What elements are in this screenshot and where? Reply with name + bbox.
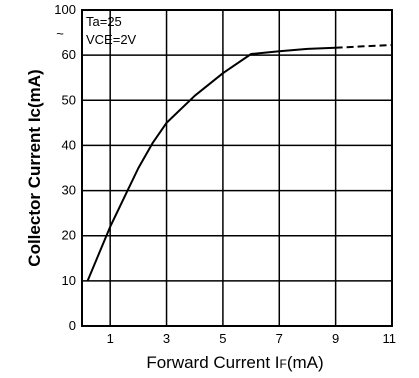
annotation-vce: VCE=2V xyxy=(86,32,137,47)
x-axis-label: Forward Current IF(mA) xyxy=(146,353,323,372)
x-tick-label: 7 xyxy=(276,331,283,346)
y-tick-label: 100 xyxy=(54,2,76,17)
plot-frame xyxy=(81,9,393,327)
x-tick-label: 1 xyxy=(107,331,114,346)
x-tick-label: 3 xyxy=(163,331,170,346)
y-tick-label: 60 xyxy=(62,47,76,62)
y-tick-label: 40 xyxy=(62,137,76,152)
x-tick-label: 9 xyxy=(332,331,339,346)
y-break-symbol: ~ xyxy=(56,26,64,41)
y-tick-labels: 0 10 20 30 40 50 60 100 xyxy=(54,2,76,333)
y-tick-label: 50 xyxy=(62,92,76,107)
x-axis-label-sub: F xyxy=(280,357,287,371)
y-tick-label: 30 xyxy=(62,183,76,198)
annotation-temperature: Ta=25 xyxy=(86,14,122,29)
series xyxy=(86,44,393,282)
x-axis-label-main: Forward Current I xyxy=(146,353,279,372)
y-axis-label: Collector Current Ic(mA) xyxy=(25,69,44,266)
x-axis-label-unit: (mA) xyxy=(287,353,324,372)
curve-solid xyxy=(86,46,336,282)
x-tick-label: 11 xyxy=(383,331,397,346)
y-tick-label: 20 xyxy=(62,228,76,243)
curve-dashed xyxy=(335,44,393,49)
x-tick-labels: 1 3 5 7 9 11 xyxy=(107,331,396,346)
grid xyxy=(82,10,392,326)
x-tick-label: 5 xyxy=(219,331,226,346)
y-tick-label: 0 xyxy=(69,318,76,333)
y-tick-label: 10 xyxy=(62,273,76,288)
